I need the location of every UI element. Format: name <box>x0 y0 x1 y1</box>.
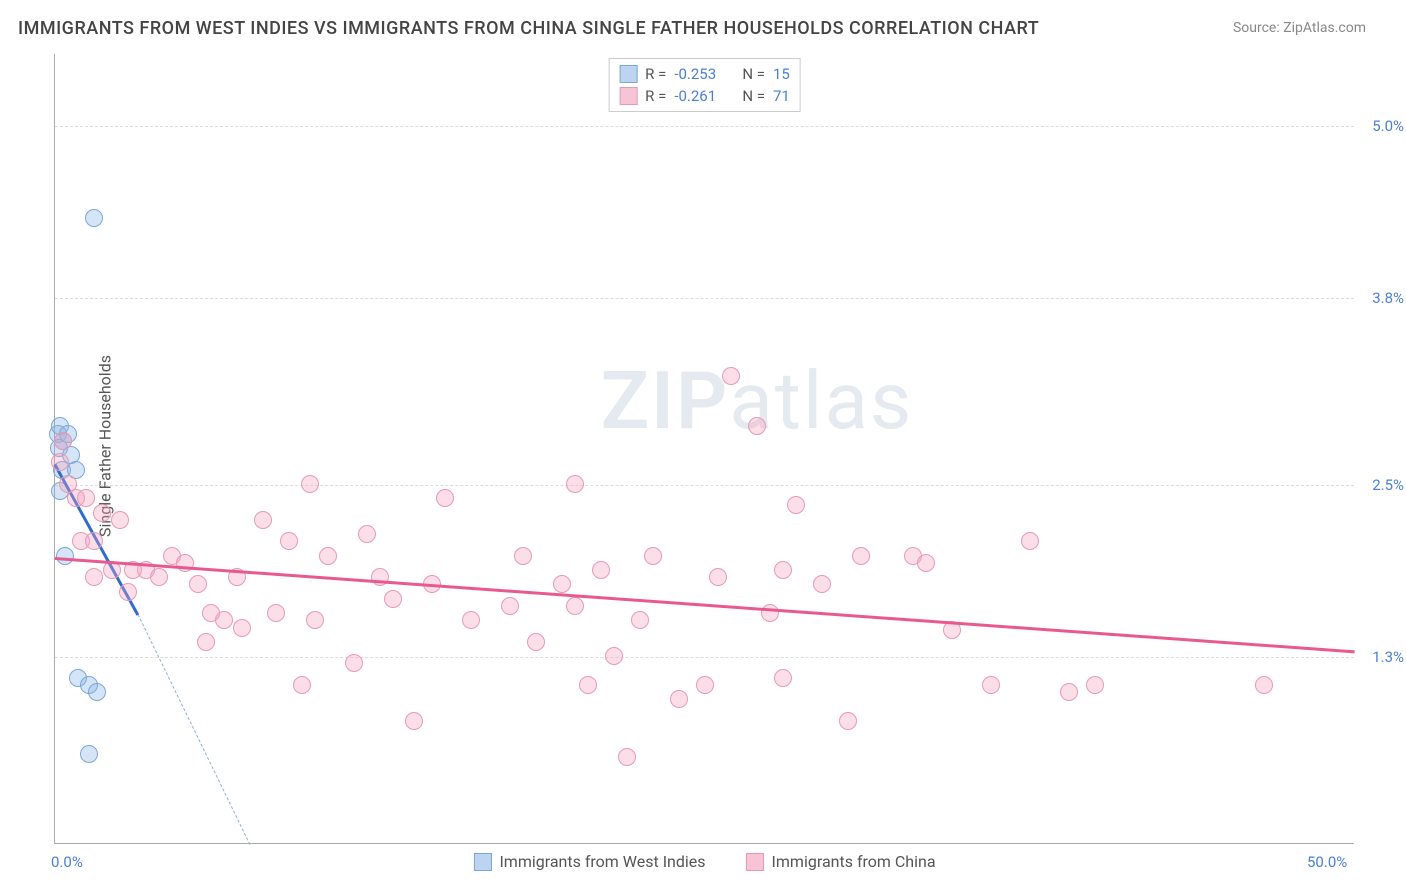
data-point <box>85 532 103 550</box>
data-point <box>566 597 584 615</box>
legend-item: Immigrants from China <box>746 852 936 871</box>
data-point <box>592 561 610 579</box>
data-point <box>345 654 363 672</box>
data-point <box>696 676 714 694</box>
data-point <box>119 583 137 601</box>
data-point <box>748 417 766 435</box>
trend-line <box>55 557 1355 653</box>
data-point <box>1086 676 1104 694</box>
data-point <box>197 633 215 651</box>
legend-label: Immigrants from West Indies <box>499 852 705 871</box>
data-point <box>917 554 935 572</box>
legend-swatch <box>746 853 764 871</box>
data-point <box>644 547 662 565</box>
n-label: N = <box>742 65 765 83</box>
data-point <box>670 690 688 708</box>
data-point <box>189 575 207 593</box>
data-point <box>774 561 792 579</box>
data-point <box>88 683 106 701</box>
data-point <box>80 745 98 763</box>
watermark-bold: ZIP <box>601 354 730 448</box>
chart-title: IMMIGRANTS FROM WEST INDIES VS IMMIGRANT… <box>18 18 1039 39</box>
data-point <box>54 432 72 450</box>
data-point <box>56 547 74 565</box>
data-point <box>306 611 324 629</box>
data-point <box>254 511 272 529</box>
data-point <box>852 547 870 565</box>
data-point <box>1060 683 1078 701</box>
y-tick-label: 3.8% <box>1359 289 1404 307</box>
data-point <box>631 611 649 629</box>
data-point <box>501 597 519 615</box>
gridline <box>55 485 1354 486</box>
data-point <box>280 532 298 550</box>
x-tick-label: 50.0% <box>1307 853 1347 871</box>
data-point <box>787 496 805 514</box>
data-point <box>51 453 69 471</box>
legend-item: Immigrants from West Indies <box>473 852 705 871</box>
data-point <box>319 547 337 565</box>
n-label: N = <box>742 87 765 105</box>
n-value: 71 <box>773 87 790 105</box>
source-attribution: Source: ZipAtlas.com <box>1233 20 1366 36</box>
legend-swatch <box>619 87 637 105</box>
data-point <box>371 568 389 586</box>
data-point <box>579 676 597 694</box>
data-point <box>709 568 727 586</box>
gridline <box>55 126 1354 127</box>
data-point <box>436 489 454 507</box>
source-link[interactable]: ZipAtlas.com <box>1283 20 1366 36</box>
plot-area: ZIPatlas R =-0.253N =15R =-0.261N =71 Im… <box>54 54 1354 844</box>
correlation-legend: R = -0.253 N = 15 R = -0.261 N = 71 <box>608 58 801 112</box>
data-point <box>301 475 319 493</box>
data-point <box>982 676 1000 694</box>
gridline <box>55 298 1354 299</box>
data-point <box>111 511 129 529</box>
legend-swatch <box>619 65 637 83</box>
data-point <box>774 669 792 687</box>
data-point <box>761 604 779 622</box>
data-point <box>462 611 480 629</box>
x-tick-label: 0.0% <box>51 853 83 871</box>
data-point <box>93 504 111 522</box>
data-point <box>358 525 376 543</box>
data-point <box>405 712 423 730</box>
series-legend: Immigrants from West Indies Immigrants fr… <box>473 852 935 871</box>
data-point <box>233 619 251 637</box>
data-point <box>150 568 168 586</box>
data-point <box>566 475 584 493</box>
data-point <box>293 676 311 694</box>
r-label: R = <box>645 87 666 105</box>
data-point <box>85 209 103 227</box>
r-value: -0.253 <box>674 65 734 83</box>
data-point <box>722 367 740 385</box>
data-point <box>1255 676 1273 694</box>
r-value: -0.261 <box>674 87 734 105</box>
legend-row: R = -0.261 N = 71 <box>619 85 790 107</box>
data-point <box>215 611 233 629</box>
r-label: R = <box>645 65 666 83</box>
data-point <box>839 712 857 730</box>
trend-line-extrapolated <box>138 614 251 844</box>
source-prefix: Source: <box>1233 20 1283 36</box>
data-point <box>527 633 545 651</box>
y-tick-label: 1.3% <box>1359 648 1404 666</box>
data-point <box>267 604 285 622</box>
data-point <box>618 748 636 766</box>
data-point <box>1021 532 1039 550</box>
n-value: 15 <box>773 65 790 83</box>
y-tick-label: 5.0% <box>1359 117 1404 135</box>
data-point <box>813 575 831 593</box>
gridline <box>55 657 1354 658</box>
data-point <box>85 568 103 586</box>
data-point <box>77 489 95 507</box>
data-point <box>514 547 532 565</box>
legend-swatch <box>473 853 491 871</box>
data-point <box>553 575 571 593</box>
legend-label: Immigrants from China <box>772 852 936 871</box>
legend-row: R = -0.253 N = 15 <box>619 63 790 85</box>
data-point <box>605 647 623 665</box>
data-point <box>384 590 402 608</box>
y-tick-label: 2.5% <box>1359 476 1404 494</box>
